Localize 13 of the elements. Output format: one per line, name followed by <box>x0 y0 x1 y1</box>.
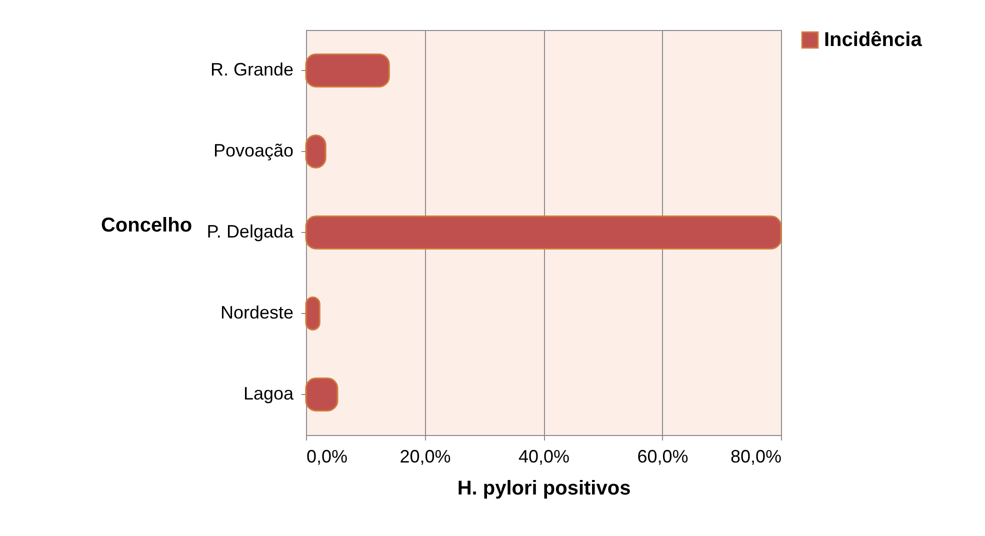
y-axis-title: Concelho <box>100 214 192 236</box>
x-tick-label: 0,0% <box>306 446 348 466</box>
y-tick-label: Povoação <box>213 140 294 160</box>
x-tick-label: 60,0% <box>637 446 688 466</box>
y-tick-label: Lagoa <box>243 384 294 404</box>
x-tick-label: 20,0% <box>400 446 451 466</box>
x-axis-title: H. pylori positivos <box>457 478 631 500</box>
x-tick-label: 40,0% <box>518 446 570 466</box>
x-tick-label: 80,0% <box>730 446 782 466</box>
y-tick-label: R. Grande <box>210 60 294 80</box>
legend-label: Incidência <box>824 29 923 51</box>
y-tick-label: P. Delgada <box>206 222 294 242</box>
y-tick-label: Nordeste <box>220 302 294 322</box>
